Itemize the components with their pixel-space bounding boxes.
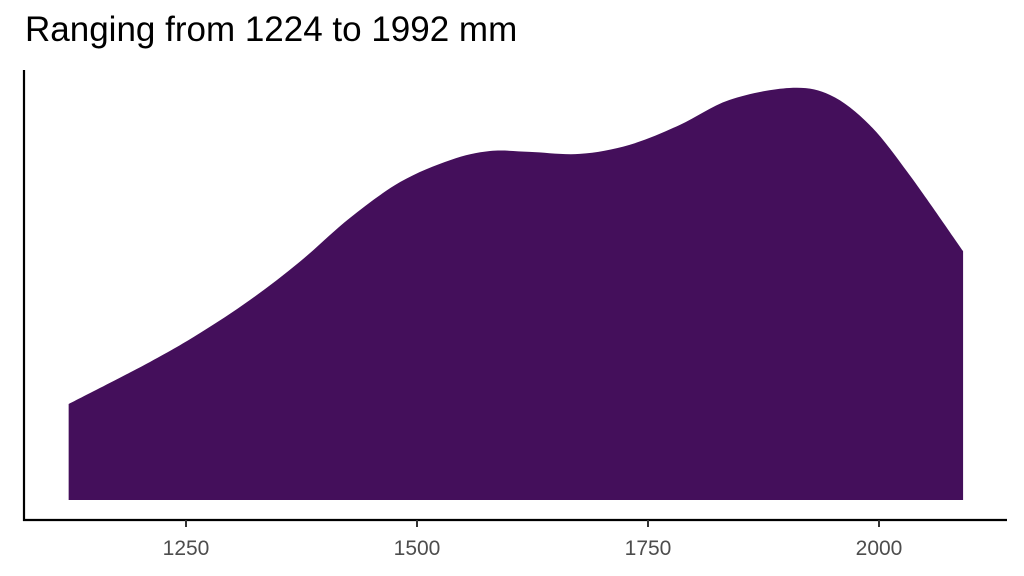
- x-axis-ticks: 1250 1500 1750 2000: [163, 520, 903, 560]
- x-tick-label: 1500: [394, 537, 441, 560]
- x-tick-label: 1750: [625, 537, 672, 560]
- chart-title: Ranging from 1224 to 1992 mm: [25, 10, 518, 49]
- x-tick-label: 2000: [856, 537, 903, 560]
- density-area: [68, 87, 964, 500]
- x-tick-label: 1250: [163, 537, 210, 560]
